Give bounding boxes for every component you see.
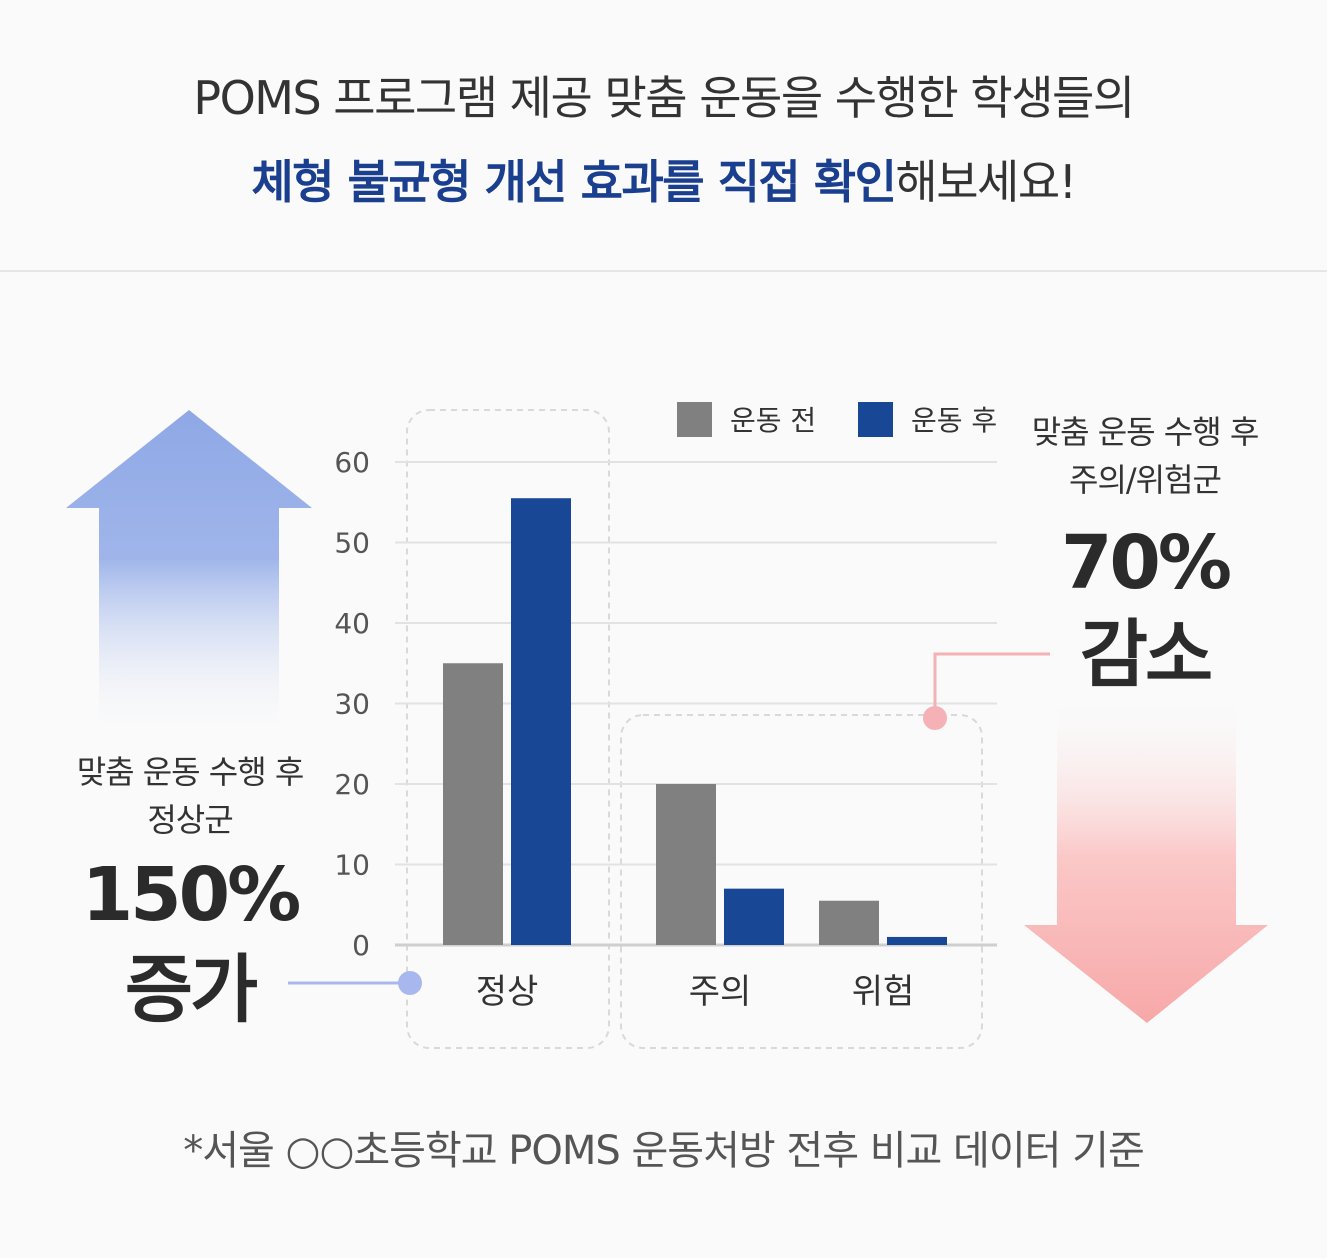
y-tick-label: 60: [334, 446, 370, 479]
headline-line1: POMS 프로그램 제공 맞춤 운동을 수행한 학생들의: [193, 71, 1135, 125]
footnote: *서울 ○○초등학교 POMS 운동처방 전후 비교 데이터 기준: [183, 1128, 1145, 1174]
left-callout-line1: 맞춤 운동 수행 후: [76, 753, 305, 791]
bar-before-1: [656, 784, 716, 945]
legend-label-after: 운동 후: [911, 404, 997, 437]
up-arrow: [66, 410, 312, 740]
bar-after-2: [887, 936, 947, 945]
x-category-label: 위험: [852, 972, 915, 1012]
down-arrow: [1024, 690, 1268, 1023]
x-category-label: 정상: [476, 972, 539, 1012]
y-tick-label: 0: [352, 929, 370, 962]
right-callout-value: 70%: [1060, 520, 1232, 606]
right-callout-text: 맞춤 운동 수행 후 주의/위험군: [1000, 408, 1290, 504]
left-connector-dot: [398, 971, 422, 995]
y-tick-label: 30: [334, 688, 370, 721]
headline-line2: 체형 불균형 개선 효과를 직접 확인해보세요!: [0, 146, 1327, 212]
y-tick-label: 20: [334, 768, 370, 801]
legend-swatch-before: [677, 402, 712, 437]
right-connector-dot: [923, 706, 947, 730]
bar-before-2: [819, 900, 879, 945]
right-callout-line2: 주의/위험군: [1069, 461, 1222, 499]
y-tick-label: 50: [334, 527, 370, 560]
left-callout-value: 150%: [81, 852, 302, 938]
x-category-label: 주의: [689, 972, 752, 1012]
left-callout-line2: 정상군: [147, 801, 233, 839]
section-divider: [0, 270, 1327, 272]
right-callout-change: 감소: [1079, 612, 1213, 698]
group-box-normal: [406, 409, 610, 1049]
y-tick-label: 40: [334, 607, 370, 640]
y-tick-label: 10: [334, 849, 370, 882]
headline-rest: 해보세요!: [895, 155, 1077, 209]
bar-after-1: [724, 888, 784, 945]
group-box-caution-risk: [620, 714, 983, 1049]
legend-label-before: 운동 전: [730, 404, 816, 437]
y-axis-ticks: 0 10 20 30 40 50 60: [334, 446, 370, 962]
right-connector-line: [933, 652, 1050, 718]
right-callout-line1: 맞춤 운동 수행 후: [1031, 413, 1260, 451]
bar-after-0: [511, 498, 571, 945]
x-axis-labels: 정상 주의 위험: [476, 972, 915, 1012]
left-callout-change: 증가: [124, 947, 258, 1033]
bar-before-0: [443, 663, 503, 945]
headline-highlight: 체형 불균형 개선 효과를 직접 확인: [251, 155, 897, 209]
bars: [443, 498, 947, 945]
left-callout-text: 맞춤 운동 수행 후 정상군: [40, 748, 340, 844]
legend-swatch-after: [858, 402, 893, 437]
